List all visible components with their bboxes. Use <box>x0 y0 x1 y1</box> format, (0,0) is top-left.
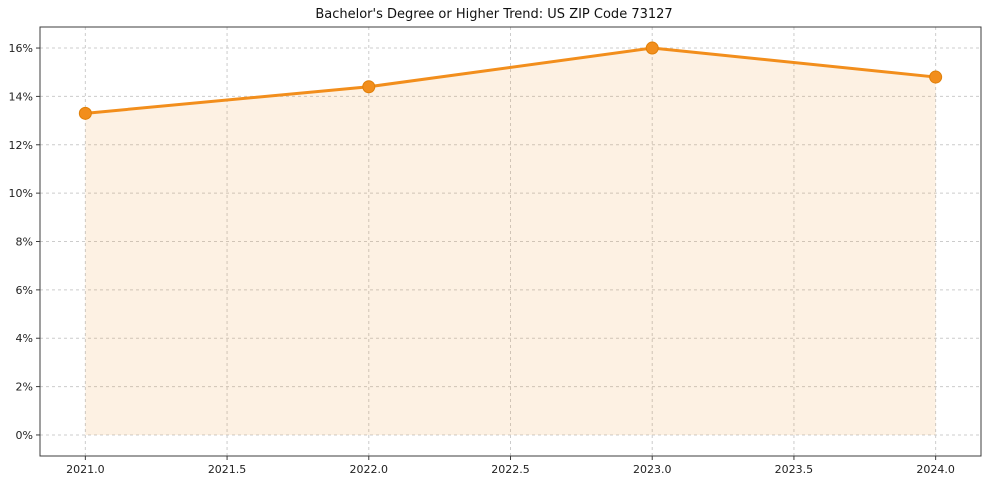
grid <box>40 27 981 456</box>
y-tick-label: 8% <box>16 236 33 249</box>
x-tick-label: 2023.5 <box>775 463 814 476</box>
y-tick-label: 16% <box>9 42 33 55</box>
y-tick-label: 10% <box>9 187 33 200</box>
data-point-marker <box>929 70 943 84</box>
trend-line <box>83 46 938 115</box>
area-fill <box>85 48 936 435</box>
chart-title: Bachelor's Degree or Higher Trend: US ZI… <box>315 7 672 22</box>
y-tick-label: 12% <box>9 139 33 152</box>
x-tick-label: 2021.0 <box>66 463 105 476</box>
y-tick-label: 4% <box>16 332 33 345</box>
y-tick-label: 2% <box>16 381 33 394</box>
data-point-marker <box>78 106 92 120</box>
x-tick-label: 2022.5 <box>491 463 530 476</box>
y-tick-label: 0% <box>16 429 33 442</box>
data-point-marker <box>645 41 659 55</box>
data-point-marker <box>362 80 376 94</box>
x-tick-label: 2021.5 <box>208 463 247 476</box>
x-tick-label: 2023.0 <box>633 463 672 476</box>
y-tick-label: 14% <box>9 90 33 103</box>
x-tick-label: 2024.0 <box>916 463 955 476</box>
x-tick-label: 2022.0 <box>350 463 389 476</box>
y-tick-label: 6% <box>16 284 33 297</box>
